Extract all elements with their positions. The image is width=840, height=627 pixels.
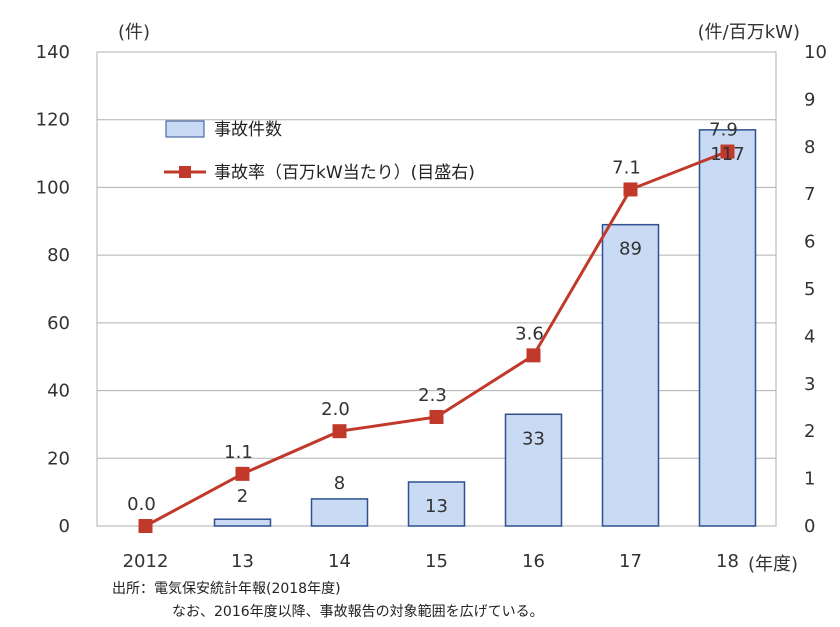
rate-value-label: 7.1	[612, 157, 641, 178]
y-right-tick-label: 7	[804, 184, 815, 205]
bar	[310, 498, 369, 527]
legend-bar-swatch	[165, 120, 205, 138]
bar	[407, 481, 466, 527]
rate-marker	[720, 144, 735, 159]
gridlines	[97, 51, 776, 527]
y-right-tick-label: 9	[804, 89, 815, 110]
y-left-tick-label: 0	[59, 516, 70, 537]
bar-value-label: 13	[425, 496, 448, 517]
x-tick-label: 17	[619, 551, 642, 572]
bar	[213, 518, 272, 527]
y-right-tick-label: 10	[804, 42, 827, 63]
data-labels: 2 8 13 33 89 117 0.0 1.1 2.0 2.3 3.6 7.1 7.9	[127, 120, 745, 517]
left-axis-unit: (件)	[118, 22, 150, 43]
x-tick-label: 13	[231, 551, 254, 572]
x-tick-label: 14	[328, 551, 351, 572]
y-right-tick-label: 3	[804, 374, 815, 395]
legend-line-marker	[179, 166, 191, 178]
x-tick-label: 2012	[123, 551, 169, 572]
rate-value-label: 0.0	[127, 494, 156, 515]
legend-bar-label: 事故件数	[214, 120, 282, 140]
y-right-tick-label: 5	[804, 279, 815, 300]
y-left-tick-label: 40	[47, 381, 70, 402]
bar-value-label: 117	[710, 144, 744, 165]
rate-value-label: 7.9	[709, 120, 738, 141]
rate-marker	[429, 409, 444, 424]
bar-value-label: 89	[619, 239, 642, 260]
rate-value-label: 3.6	[515, 323, 544, 344]
rate-marker	[623, 182, 638, 197]
y-left-tick-label: 60	[47, 313, 70, 334]
bar	[698, 129, 757, 527]
legend-line-label: 事故率（百万kW当たり）(目盛右)	[214, 163, 475, 183]
rate-value-label: 2.0	[321, 399, 350, 420]
bar-value-label: 33	[522, 428, 545, 449]
y-left-tick-label: 140	[36, 42, 70, 63]
bar-series	[213, 129, 757, 527]
x-tick-label: 15	[425, 551, 448, 572]
bar	[601, 223, 660, 527]
y-right-tick-label: 6	[804, 232, 815, 253]
x-axis-unit: (年度)	[748, 554, 798, 575]
rate-marker	[138, 519, 153, 533]
rate-value-label: 1.1	[224, 442, 253, 463]
rate-marker	[526, 348, 541, 363]
source-remark: なお、2016年度以降、事故報告の対象範囲を広げている。	[172, 604, 544, 620]
y-left-tick-label: 100	[36, 177, 70, 198]
y-right-tick-label: 1	[804, 469, 815, 490]
y-right-tick-label: 2	[804, 421, 815, 442]
right-axis-unit: (件/百万kW)	[698, 22, 800, 43]
y-right-tick-label: 4	[804, 326, 815, 347]
x-tick-label: 18	[716, 551, 739, 572]
bar-value-label: 8	[334, 473, 345, 494]
legend: 事故件数 事故率（百万kW当たり）(目盛右)	[164, 120, 475, 183]
y-left-tick-label: 80	[47, 245, 70, 266]
y-left-tick-label: 20	[47, 448, 70, 469]
bar	[504, 413, 563, 527]
y-right-tick-label: 0	[804, 516, 815, 537]
bar-value-label: 2	[237, 486, 248, 507]
rate-marker	[332, 424, 347, 439]
y-left-tick-label: 120	[36, 110, 70, 131]
rate-marker	[235, 466, 250, 481]
x-tick-label: 16	[522, 551, 545, 572]
y-right-tick-label: 8	[804, 137, 815, 158]
source-note: 出所：電気保安統計年報(2018年度)	[112, 581, 341, 597]
rate-value-label: 2.3	[418, 385, 447, 406]
line-series	[138, 144, 735, 533]
